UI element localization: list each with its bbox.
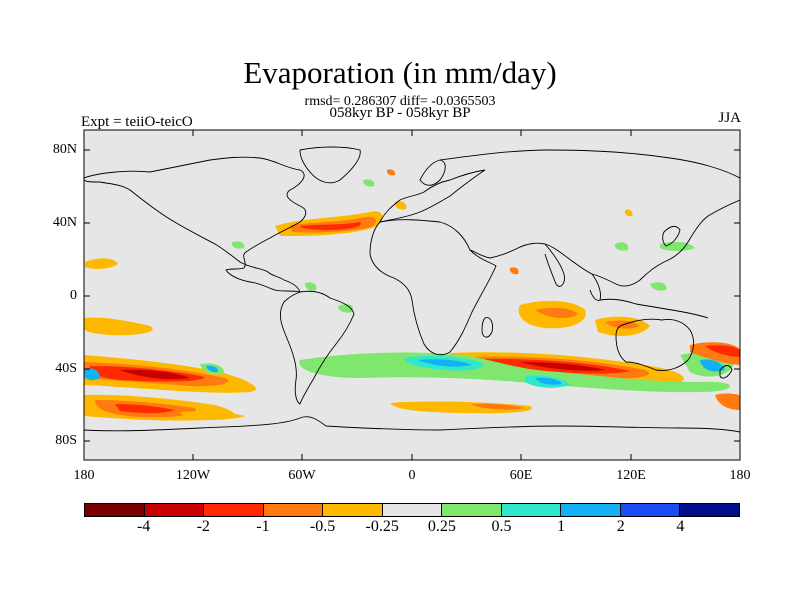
- anomaly-patch-positive-mid-core: [206, 365, 219, 373]
- colorbar-box-8: [561, 504, 621, 516]
- coast-japan: [662, 225, 681, 247]
- colorbar-label: -4: [136, 518, 151, 535]
- season-label: JJA: [718, 110, 741, 126]
- lon-label-0: 0: [408, 468, 416, 483]
- colorbar-box-2: [204, 504, 264, 516]
- figure-title: Evaporation (in mm/day): [243, 55, 557, 90]
- anomaly-patch-positive-sw: [84, 368, 100, 381]
- colorbar-box-0: [85, 504, 145, 516]
- coast-scandinavia: [419, 159, 446, 186]
- anomaly-patch-south-pacific-dark: [120, 369, 190, 380]
- anomaly-patch-positive-blue: [418, 359, 472, 367]
- anomaly-patch-indian-east-core: [535, 307, 578, 319]
- anomaly-field: [84, 169, 740, 421]
- coast-indonesia: [599, 298, 709, 319]
- anomaly-patch-tasman-east-red: [705, 345, 740, 357]
- lon-label-60w: 60W: [288, 468, 316, 483]
- coast-india: [544, 243, 565, 287]
- anomaly-patch-orange-2: [394, 201, 407, 210]
- colorbar-box-9: [620, 504, 681, 516]
- lat-label-40n: 40N: [52, 215, 77, 230]
- coast-eurasia: [439, 149, 740, 287]
- coast-australia: [615, 318, 695, 371]
- colorbar-box-1: [144, 504, 205, 516]
- coast-europe: [379, 169, 486, 223]
- anomaly-patch-positive-band: [299, 352, 730, 393]
- colorbar-label: 1: [557, 518, 566, 535]
- lat-label-40s: 40S: [55, 361, 77, 376]
- lat-label-80s: 80S: [55, 433, 77, 448]
- anomaly-patch-north-atlantic-red: [300, 222, 361, 230]
- anomaly-patch-orange-5: [180, 411, 245, 420]
- colorbar-label: -2: [196, 518, 210, 535]
- colorbar-box-7: [501, 504, 562, 516]
- anomaly-patch-south-pacific-lower2-core: [470, 403, 525, 410]
- period-label: 058kyr BP - 058kyr BP: [329, 105, 471, 121]
- colorbar-box-3: [263, 504, 324, 516]
- lon-label-60e: 60E: [509, 468, 533, 483]
- coast-madagascar: [481, 317, 493, 338]
- anomaly-patch-far-east: [715, 393, 740, 410]
- anomaly-patch-southern-indian-dark: [520, 362, 605, 371]
- coast-north-america: [84, 156, 307, 293]
- anomaly-patch-positive-east-blue: [535, 377, 562, 385]
- statistics-line: rmsd= 0.286307 diff= -0.0365503: [304, 94, 496, 109]
- coast-south-america: [279, 290, 355, 405]
- anomaly-patch-green-6: [650, 282, 667, 291]
- colorbar-label: -0.5: [309, 518, 336, 535]
- anomaly-patch-south-pacific-lower-red: [115, 404, 175, 414]
- experiment-label: Expt = teiiO-teicO: [81, 114, 193, 130]
- lon-label-120e: 120E: [616, 468, 646, 483]
- anomaly-patch-south-pacific-mid: [84, 317, 153, 336]
- colorbar-label: -1: [256, 518, 270, 535]
- anomaly-patch-green-4: [614, 242, 629, 251]
- anomaly-patch-green-1: [363, 179, 375, 187]
- coast-africa: [369, 219, 497, 356]
- anomaly-patch-positive-tasman-blue: [700, 359, 725, 372]
- axis-ticks: [84, 130, 740, 460]
- colorbar-box-10: [680, 504, 740, 516]
- coastlines: [84, 146, 740, 433]
- anomaly-patch-green-7: [305, 282, 317, 291]
- colorbar-label: 0.5: [491, 518, 512, 535]
- lon-label-120w: 120W: [175, 468, 211, 483]
- coast-new-zealand: [719, 365, 733, 379]
- colorbar-label: 0.25: [427, 518, 456, 535]
- anomaly-patch-green-5: [338, 304, 354, 313]
- anomaly-patch-green-2: [231, 241, 245, 249]
- colorbar-label: 4: [676, 518, 685, 535]
- colorbar: [84, 503, 740, 517]
- colorbar-label: -0.25: [365, 518, 399, 535]
- lon-label-180-east: 180: [729, 468, 751, 483]
- lon-label-180-west: 180: [73, 468, 95, 483]
- anomaly-patch-north-pacific: [85, 258, 118, 269]
- anomaly-patch-orange-3: [386, 169, 396, 176]
- anomaly-patch-orange-4: [509, 267, 519, 275]
- lat-label-80n: 80N: [52, 142, 77, 157]
- colorbar-box-5: [382, 504, 443, 516]
- coast-antarctica: [84, 416, 740, 433]
- lat-label-0: 0: [70, 288, 77, 303]
- colorbar-box-4: [323, 504, 383, 516]
- coast-greenland: [299, 146, 361, 184]
- colorbar-label: 2: [616, 518, 625, 535]
- anomaly-patch-orange-1: [624, 209, 633, 217]
- colorbar-box-6: [442, 504, 502, 516]
